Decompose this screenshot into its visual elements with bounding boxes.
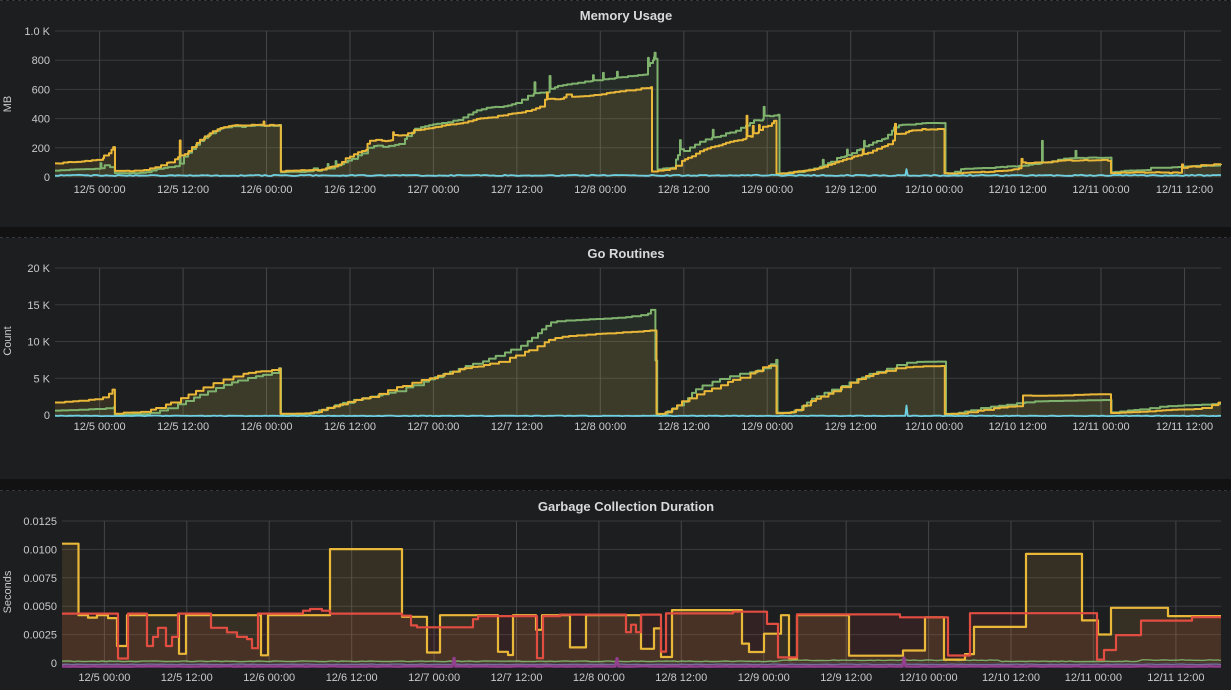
svg-text:12/8 12:00: 12/8 12:00 [658,184,710,196]
svg-text:12/11 00:00: 12/11 00:00 [1065,672,1122,684]
svg-text:12/6 00:00: 12/6 00:00 [243,672,295,684]
svg-text:12/9 00:00: 12/9 00:00 [741,421,793,433]
svg-text:12/6 00:00: 12/6 00:00 [241,421,293,433]
svg-text:0.0100: 0.0100 [23,544,57,556]
svg-text:12/8 12:00: 12/8 12:00 [658,421,710,433]
svg-text:800: 800 [32,55,50,67]
svg-text:Count: Count [2,326,14,355]
svg-text:MB: MB [2,96,14,113]
svg-text:12/5 00:00: 12/5 00:00 [78,672,130,684]
svg-text:12/8 12:00: 12/8 12:00 [655,672,707,684]
svg-text:0: 0 [44,172,50,184]
svg-text:12/9 12:00: 12/9 12:00 [825,421,877,433]
svg-text:20 K: 20 K [27,263,50,275]
svg-text:10 K: 10 K [27,337,50,349]
svg-text:12/10 12:00: 12/10 12:00 [982,672,1040,684]
svg-text:200: 200 [32,143,50,155]
svg-text:12/5 00:00: 12/5 00:00 [74,184,126,196]
svg-text:1.0 K: 1.0 K [24,26,50,38]
svg-text:0.0075: 0.0075 [23,573,57,585]
svg-text:12/5 12:00: 12/5 12:00 [157,421,209,433]
svg-text:12/6 12:00: 12/6 12:00 [324,184,376,196]
svg-text:400: 400 [32,114,50,126]
svg-text:12/5 12:00: 12/5 12:00 [157,184,209,196]
svg-text:0: 0 [44,410,50,422]
svg-text:12/7 00:00: 12/7 00:00 [407,421,459,433]
svg-text:Seconds: Seconds [2,570,14,613]
svg-text:12/8 00:00: 12/8 00:00 [574,421,626,433]
svg-text:12/7 12:00: 12/7 12:00 [491,672,543,684]
svg-text:12/11 00:00: 12/11 00:00 [1072,184,1129,196]
svg-text:12/10 12:00: 12/10 12:00 [989,184,1047,196]
svg-text:12/11 12:00: 12/11 12:00 [1156,421,1213,433]
svg-text:12/9 00:00: 12/9 00:00 [741,184,793,196]
svg-text:12/11 12:00: 12/11 12:00 [1147,672,1204,684]
svg-text:0.0025: 0.0025 [23,630,57,642]
svg-text:12/9 12:00: 12/9 12:00 [820,672,872,684]
svg-text:12/10 00:00: 12/10 00:00 [900,672,958,684]
svg-text:Memory Usage: Memory Usage [580,8,672,23]
svg-text:12/7 00:00: 12/7 00:00 [407,184,459,196]
svg-text:Garbage Collection Duration: Garbage Collection Duration [538,499,714,514]
svg-text:12/10 00:00: 12/10 00:00 [905,421,963,433]
svg-text:12/10 00:00: 12/10 00:00 [905,184,963,196]
svg-text:12/9 00:00: 12/9 00:00 [738,672,790,684]
svg-text:12/7 12:00: 12/7 12:00 [491,184,543,196]
svg-text:Go Routines: Go Routines [587,246,664,261]
svg-text:12/8 00:00: 12/8 00:00 [573,672,625,684]
svg-text:12/8 00:00: 12/8 00:00 [574,184,626,196]
svg-text:12/6 00:00: 12/6 00:00 [241,184,293,196]
svg-text:12/11 00:00: 12/11 00:00 [1072,421,1129,433]
svg-text:12/11 12:00: 12/11 12:00 [1156,184,1213,196]
svg-text:12/5 12:00: 12/5 12:00 [161,672,213,684]
svg-text:5 K: 5 K [33,373,50,385]
svg-text:600: 600 [32,84,50,96]
svg-text:15 K: 15 K [27,300,50,312]
svg-text:12/10 12:00: 12/10 12:00 [989,421,1047,433]
svg-text:12/7 00:00: 12/7 00:00 [408,672,460,684]
svg-text:12/7 12:00: 12/7 12:00 [491,421,543,433]
svg-text:12/5 00:00: 12/5 00:00 [74,421,126,433]
svg-text:0.0050: 0.0050 [23,601,57,613]
svg-text:12/6 12:00: 12/6 12:00 [326,672,378,684]
svg-text:0: 0 [51,658,57,670]
svg-text:0.0125: 0.0125 [23,516,57,528]
svg-text:12/6 12:00: 12/6 12:00 [324,421,376,433]
svg-text:12/9 12:00: 12/9 12:00 [825,184,877,196]
